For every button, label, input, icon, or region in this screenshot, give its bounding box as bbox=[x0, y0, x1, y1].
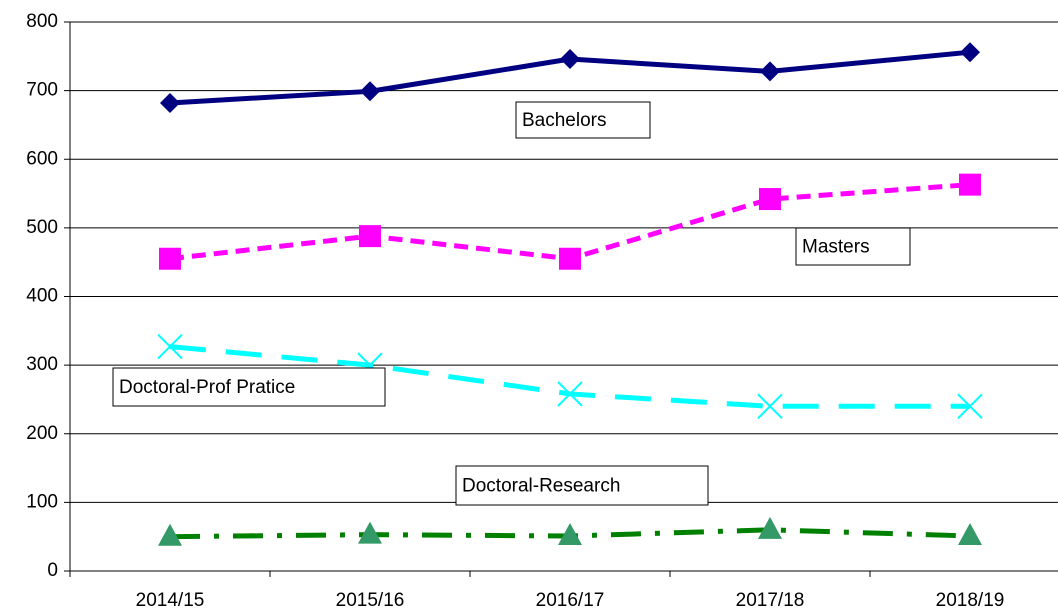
y-tick-label: 100 bbox=[26, 491, 58, 512]
marker bbox=[558, 523, 582, 546]
marker bbox=[760, 61, 780, 82]
y-tick-label: 200 bbox=[26, 423, 58, 444]
marker bbox=[559, 247, 581, 270]
series-label: Doctoral-Prof Pratice bbox=[119, 377, 295, 398]
marker bbox=[160, 92, 180, 113]
marker bbox=[359, 225, 381, 248]
y-tick-label: 700 bbox=[26, 80, 58, 101]
marker bbox=[759, 188, 781, 211]
x-tick-label: 2015/16 bbox=[336, 590, 405, 611]
y-tick-label: 500 bbox=[26, 217, 58, 238]
marker bbox=[957, 393, 983, 420]
y-tick-label: 0 bbox=[47, 560, 58, 581]
series-label: Doctoral-Research bbox=[462, 476, 620, 497]
marker bbox=[358, 521, 382, 544]
marker bbox=[159, 247, 181, 270]
marker bbox=[959, 173, 981, 196]
marker bbox=[157, 333, 183, 360]
y-tick-label: 300 bbox=[26, 354, 58, 375]
x-tick-label: 2018/19 bbox=[936, 590, 1005, 611]
marker bbox=[158, 523, 182, 546]
y-tick-label: 400 bbox=[26, 286, 58, 307]
series-label: Bachelors bbox=[522, 110, 607, 131]
marker bbox=[758, 516, 782, 539]
y-tick-label: 600 bbox=[26, 148, 58, 169]
x-tick-label: 2014/15 bbox=[136, 590, 205, 611]
y-tick-label: 800 bbox=[26, 11, 58, 32]
label-box bbox=[795, 227, 911, 266]
label-box bbox=[112, 367, 386, 407]
x-tick-label: 2017/18 bbox=[736, 590, 805, 611]
marker bbox=[958, 523, 982, 546]
series-label: Masters bbox=[802, 237, 870, 258]
marker bbox=[557, 381, 583, 407]
marker bbox=[960, 42, 980, 63]
marker bbox=[757, 393, 783, 420]
label-box bbox=[515, 101, 651, 139]
x-tick-label: 2016/17 bbox=[536, 590, 605, 611]
label-box bbox=[455, 465, 709, 506]
marker bbox=[560, 49, 580, 70]
marker bbox=[360, 81, 380, 102]
